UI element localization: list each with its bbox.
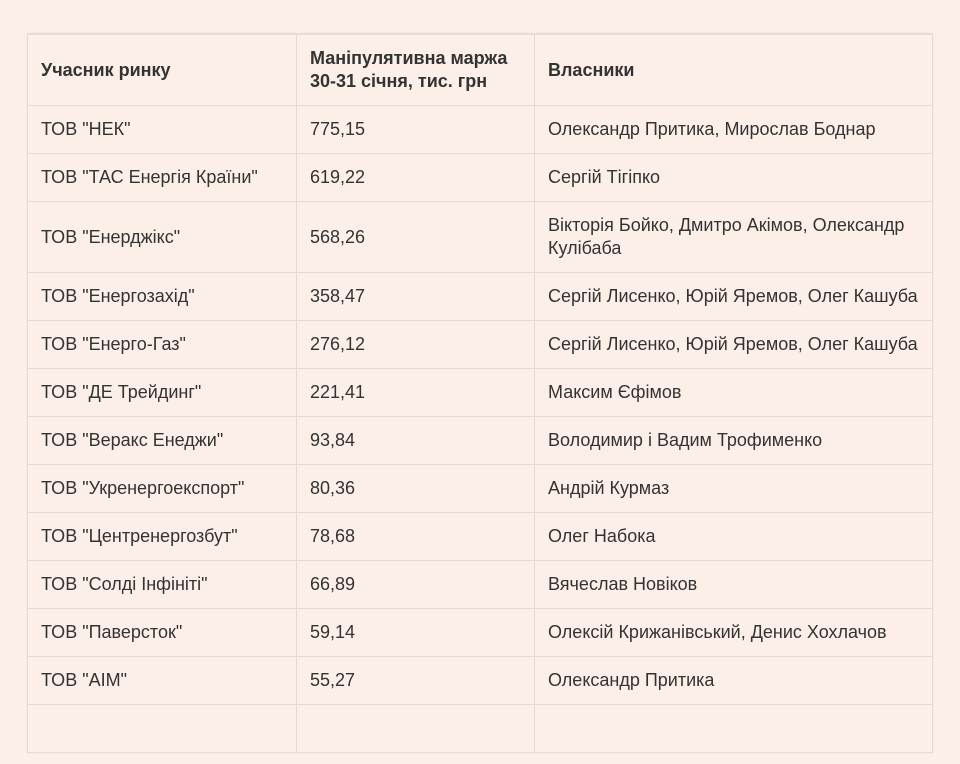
table-cell: Максим Єфімов <box>534 368 933 417</box>
table-row: ТОВ "Укренергоекспорт" 80,36 Андрій Курмаз <box>27 464 933 513</box>
table-cell: Олександр Притика, Мирослав Боднар <box>534 105 933 154</box>
table-row: ТОВ "Енергозахід" 358,47 Сергій Лисенко, Ю… <box>27 272 933 321</box>
data-table: Учасник ринку Маніпулятивна маржа 30-31 … <box>27 33 933 753</box>
table-row: ТОВ "Солді Інфініті" 66,89 Вячеслав Новіко… <box>27 560 933 609</box>
table-cell: ТОВ "Енерго-Газ" <box>27 320 297 369</box>
table-cell: Олег Набока <box>534 512 933 561</box>
header-cell: Маніпулятивна маржа 30-31 січня, тис. гр… <box>296 33 535 106</box>
table-cell: 276,12 <box>296 320 535 369</box>
table-body: ТОВ "НЕК" 775,15 Олександр Притика, Миросл… <box>27 105 933 753</box>
table-cell: Олексій Крижанівський, Денис Хохлачов <box>534 608 933 657</box>
table-cell: ТОВ "Центренергозбут" <box>27 512 297 561</box>
header-row: Учасник ринку Маніпулятивна маржа 30-31 … <box>27 33 933 106</box>
table-cell: ТОВ "Енерджікс" <box>27 201 297 273</box>
table-cell: Володимир і Вадим Трофименко <box>534 416 933 465</box>
table-row: ТОВ "Енерджікс" 568,26 Вікторія Бойко, Дми… <box>27 201 933 273</box>
table-row: ТОВ "ДЕ Трейдинг" 221,41 Максим Єфімов <box>27 368 933 417</box>
table-cell: 568,26 <box>296 201 535 273</box>
table-cell: 775,15 <box>296 105 535 154</box>
table-cell: ТОВ "Веракс Енеджи" <box>27 416 297 465</box>
table-cell: ТОВ "Укренергоекспорт" <box>27 464 297 513</box>
table-row: ТОВ "Центренергозбут" 78,68 Олег Набока <box>27 512 933 561</box>
table-cell: 66,89 <box>296 560 535 609</box>
table-cell: 619,22 <box>296 153 535 202</box>
table-row: ТОВ "ТАС Енергія Країни" 619,22 Сергій Тіг… <box>27 153 933 202</box>
table-cell: Андрій Курмаз <box>534 464 933 513</box>
table-cell: ТОВ "Енергозахід" <box>27 272 297 321</box>
table-cell: 78,68 <box>296 512 535 561</box>
table-cell: 80,36 <box>296 464 535 513</box>
table-cell: ТОВ "ДЕ Трейдинг" <box>27 368 297 417</box>
table-row <box>27 704 933 753</box>
table-cell: Сергій Лисенко, Юрій Яремов, Олег Кашуба <box>534 320 933 369</box>
table-row: ТОВ "Паверсток" 59,14 Олексій Крижанівськи… <box>27 608 933 657</box>
table-row: ТОВ "НЕК" 775,15 Олександр Притика, Миросл… <box>27 105 933 154</box>
table-cell: ТОВ "Солді Інфініті" <box>27 560 297 609</box>
table-cell: ТОВ "ТАС Енергія Країни" <box>27 153 297 202</box>
table-row: ТОВ "АІМ" 55,27 Олександр Притика <box>27 656 933 705</box>
table-cell: 55,27 <box>296 656 535 705</box>
table-cell: Олександр Притика <box>534 656 933 705</box>
table-cell: Сергій Лисенко, Юрій Яремов, Олег Кашуба <box>534 272 933 321</box>
table-cell <box>27 704 297 753</box>
table-container: Учасник ринку Маніпулятивна маржа 30-31 … <box>27 33 933 753</box>
header-cell: Учасник ринку <box>27 33 297 106</box>
table-cell: Вікторія Бойко, Дмитро Акімов, Олександр… <box>534 201 933 273</box>
table-cell: 59,14 <box>296 608 535 657</box>
table-cell: Сергій Тігіпко <box>534 153 933 202</box>
table-row: ТОВ "Енерго-Газ" 276,12 Сергій Лисенко, Юр… <box>27 320 933 369</box>
table-cell: 93,84 <box>296 416 535 465</box>
table-cell <box>534 704 933 753</box>
table-cell <box>296 704 535 753</box>
header-cell: Власники <box>534 33 933 106</box>
table-cell: ТОВ "АІМ" <box>27 656 297 705</box>
table-row: ТОВ "Веракс Енеджи" 93,84 Володимир і Вади… <box>27 416 933 465</box>
table-head: Учасник ринку Маніпулятивна маржа 30-31 … <box>27 33 933 106</box>
table-cell: 221,41 <box>296 368 535 417</box>
table-cell: ТОВ "НЕК" <box>27 105 297 154</box>
table-cell: 358,47 <box>296 272 535 321</box>
table-cell: Вячеслав Новіков <box>534 560 933 609</box>
table-cell: ТОВ "Паверсток" <box>27 608 297 657</box>
